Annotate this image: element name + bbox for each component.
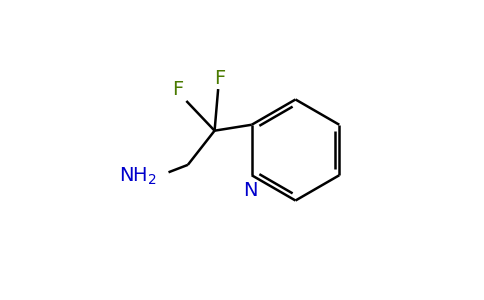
Text: N: N [243, 181, 257, 200]
Text: NH$_2$: NH$_2$ [119, 166, 157, 188]
Text: F: F [172, 80, 183, 100]
Text: F: F [214, 69, 225, 88]
